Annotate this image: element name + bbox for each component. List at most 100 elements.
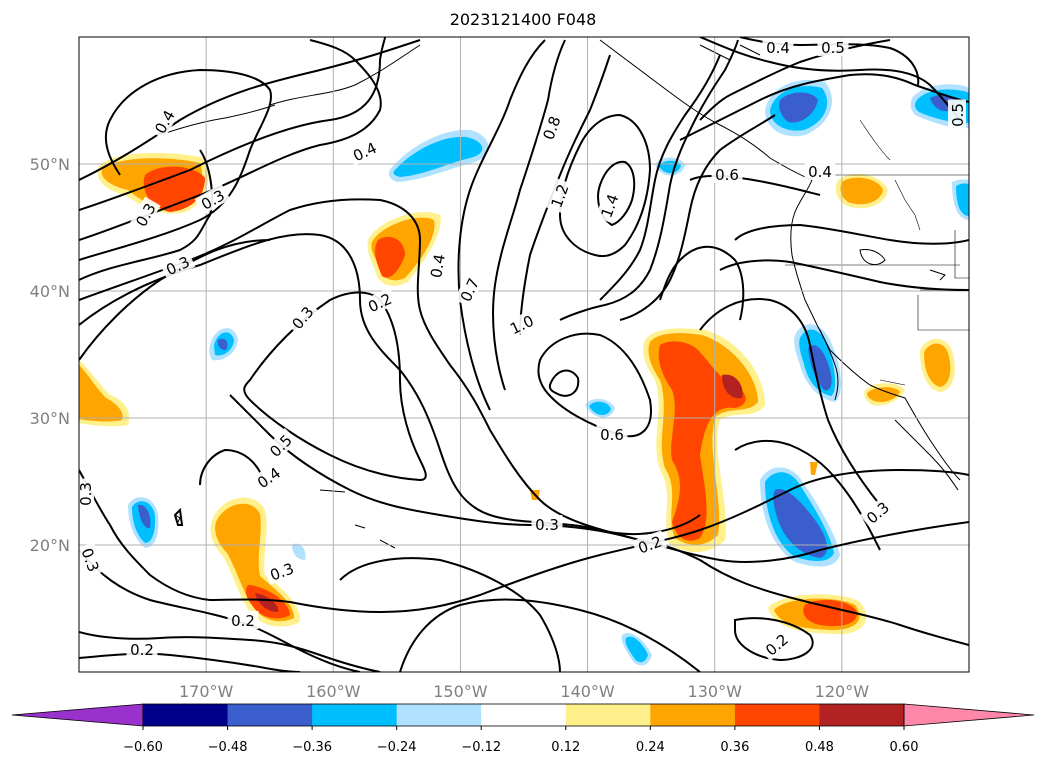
lat-tick-label: 30°N xyxy=(30,409,70,428)
contour-label-text: 0.4 xyxy=(766,39,790,57)
contour-label-text: 0.5 xyxy=(949,103,967,127)
contour-label-text: 0.4 xyxy=(808,163,832,181)
contour-label-bg xyxy=(531,515,563,533)
contour-label-bg xyxy=(262,427,298,463)
contour-label-bg xyxy=(194,183,231,215)
colorbar-tick-label: 0.60 xyxy=(890,740,919,755)
contour-label-bg xyxy=(227,611,259,629)
contour-label-bg xyxy=(77,542,105,578)
colorbar-segment xyxy=(396,704,482,726)
positive-anomaly-misc xyxy=(79,174,955,500)
colorbar-segment xyxy=(650,704,736,726)
contour-label-bg xyxy=(361,287,398,317)
contour-label-bg xyxy=(250,460,287,494)
contour-label-bg xyxy=(126,640,158,658)
coastlines xyxy=(159,39,961,549)
lat-tick-label: 50°N xyxy=(30,155,70,174)
contour-label: 0.4 xyxy=(804,162,836,181)
contour-label-bg xyxy=(264,557,300,585)
contour-label: 0.5 xyxy=(817,38,849,57)
contour-label-text: 0.6 xyxy=(600,426,624,444)
contour-label-bg xyxy=(948,99,966,131)
negative-anomaly-misc xyxy=(128,328,652,666)
colorbar-tick-label: −0.24 xyxy=(377,740,417,755)
contour-label-text: 0.4 xyxy=(427,253,449,280)
contour-label-text: 0.6 xyxy=(715,166,739,184)
contour-label-bg xyxy=(148,103,180,140)
colorbar-tick-label: −0.12 xyxy=(461,740,501,755)
contour-label: 0.3 xyxy=(531,515,563,534)
contour-label: 0.3 xyxy=(76,478,95,510)
contour-label: 0.3 xyxy=(859,495,896,530)
contour-label-bg xyxy=(595,188,623,224)
contour-label-text: 0.5 xyxy=(821,39,845,57)
contour-label: 0.4 xyxy=(425,248,449,283)
colorbar-tick-label: −0.48 xyxy=(208,740,248,755)
negative-anomaly-east xyxy=(760,324,842,567)
colorbar-segment xyxy=(565,704,651,726)
contour-label: 0.4 xyxy=(762,38,794,57)
lat-tick-label: 20°N xyxy=(30,536,70,555)
contour-label-bg xyxy=(596,425,628,443)
contour-label-bg xyxy=(758,627,795,662)
lon-tick-label: 150°W xyxy=(433,682,488,701)
contour-label-bg xyxy=(804,162,836,180)
contour-label-bg xyxy=(762,38,794,56)
lon-tick-label: 130°W xyxy=(688,682,743,701)
lon-tick-label: 170°W xyxy=(179,682,234,701)
colorbar-tick-label: 0.12 xyxy=(551,740,580,755)
lat-tick-label: 40°N xyxy=(30,282,70,301)
contour-label: 0.6 xyxy=(711,165,743,184)
positive-anomaly-sw xyxy=(210,497,301,627)
colorbar-extend-low xyxy=(11,703,144,727)
contour-label-bg xyxy=(159,250,196,280)
contour-label-text: 0.3 xyxy=(77,482,95,506)
colorbar-tick-label: 0.48 xyxy=(805,740,834,755)
colorbar-segment xyxy=(734,704,820,726)
shaded-field xyxy=(79,79,969,666)
contour-label: 0.2 xyxy=(126,640,158,659)
positive-anomaly-east xyxy=(643,328,765,552)
contour-label-bg xyxy=(129,196,161,233)
contour-label-bg xyxy=(425,248,449,283)
contour-label: 0.2 xyxy=(227,611,259,630)
map-frame xyxy=(78,36,970,673)
contour-label-bg xyxy=(503,309,540,339)
map-title: 2023121400 F048 xyxy=(450,10,597,29)
lon-tick-label: 120°W xyxy=(815,682,870,701)
colorbar-segment xyxy=(312,704,398,726)
colorbar-segment xyxy=(481,704,567,726)
contour-label-bg xyxy=(76,478,94,510)
colorbar: −0.60 −0.48 −0.36 −0.24 −0.12 0.12 0.24 0.36 0.4… xyxy=(11,703,1035,755)
contour-label-bg xyxy=(632,530,668,558)
longitude-labels: 170°W 160°W 150°W 140°W 130°W 120°W xyxy=(179,682,869,701)
contour-label: 0.5 xyxy=(948,99,967,131)
colorbar-tick-label: 0.36 xyxy=(720,740,749,755)
contour-label-bg xyxy=(454,271,484,308)
colorbar-tick-label: −0.60 xyxy=(123,740,163,755)
contour-label-bg xyxy=(537,110,565,146)
contour-label-bg xyxy=(859,495,896,530)
contour-label-bg xyxy=(711,165,743,183)
contour-label-text: 0.2 xyxy=(130,641,154,659)
contour-label-text: 0.3 xyxy=(535,516,559,534)
lon-tick-label: 140°W xyxy=(560,682,615,701)
colorbar-tick-label: 0.24 xyxy=(636,740,665,755)
contour-label: 0.6 xyxy=(596,425,628,444)
contour-label-bg xyxy=(285,299,320,336)
contour-label-text: 0.2 xyxy=(231,612,255,630)
colorbar-segment xyxy=(227,704,313,726)
political-borders xyxy=(785,119,969,386)
colorbar-extend-high xyxy=(903,703,1035,727)
colorbar-segment xyxy=(819,704,905,726)
contour-label-bg xyxy=(346,136,383,166)
colorbar-segment xyxy=(143,704,229,726)
contour-label-bg xyxy=(545,178,573,214)
map-panel: 0.4 0.50.50.4 0.80.41.2 1.40.6 0.40.30.30.30… xyxy=(76,36,970,673)
colorbar-tick-label: −0.36 xyxy=(292,740,332,755)
lon-tick-label: 160°W xyxy=(306,682,361,701)
latitude-labels: 50°N 40°N 30°N 20°N xyxy=(30,155,70,555)
colorbar-outline xyxy=(142,703,905,727)
